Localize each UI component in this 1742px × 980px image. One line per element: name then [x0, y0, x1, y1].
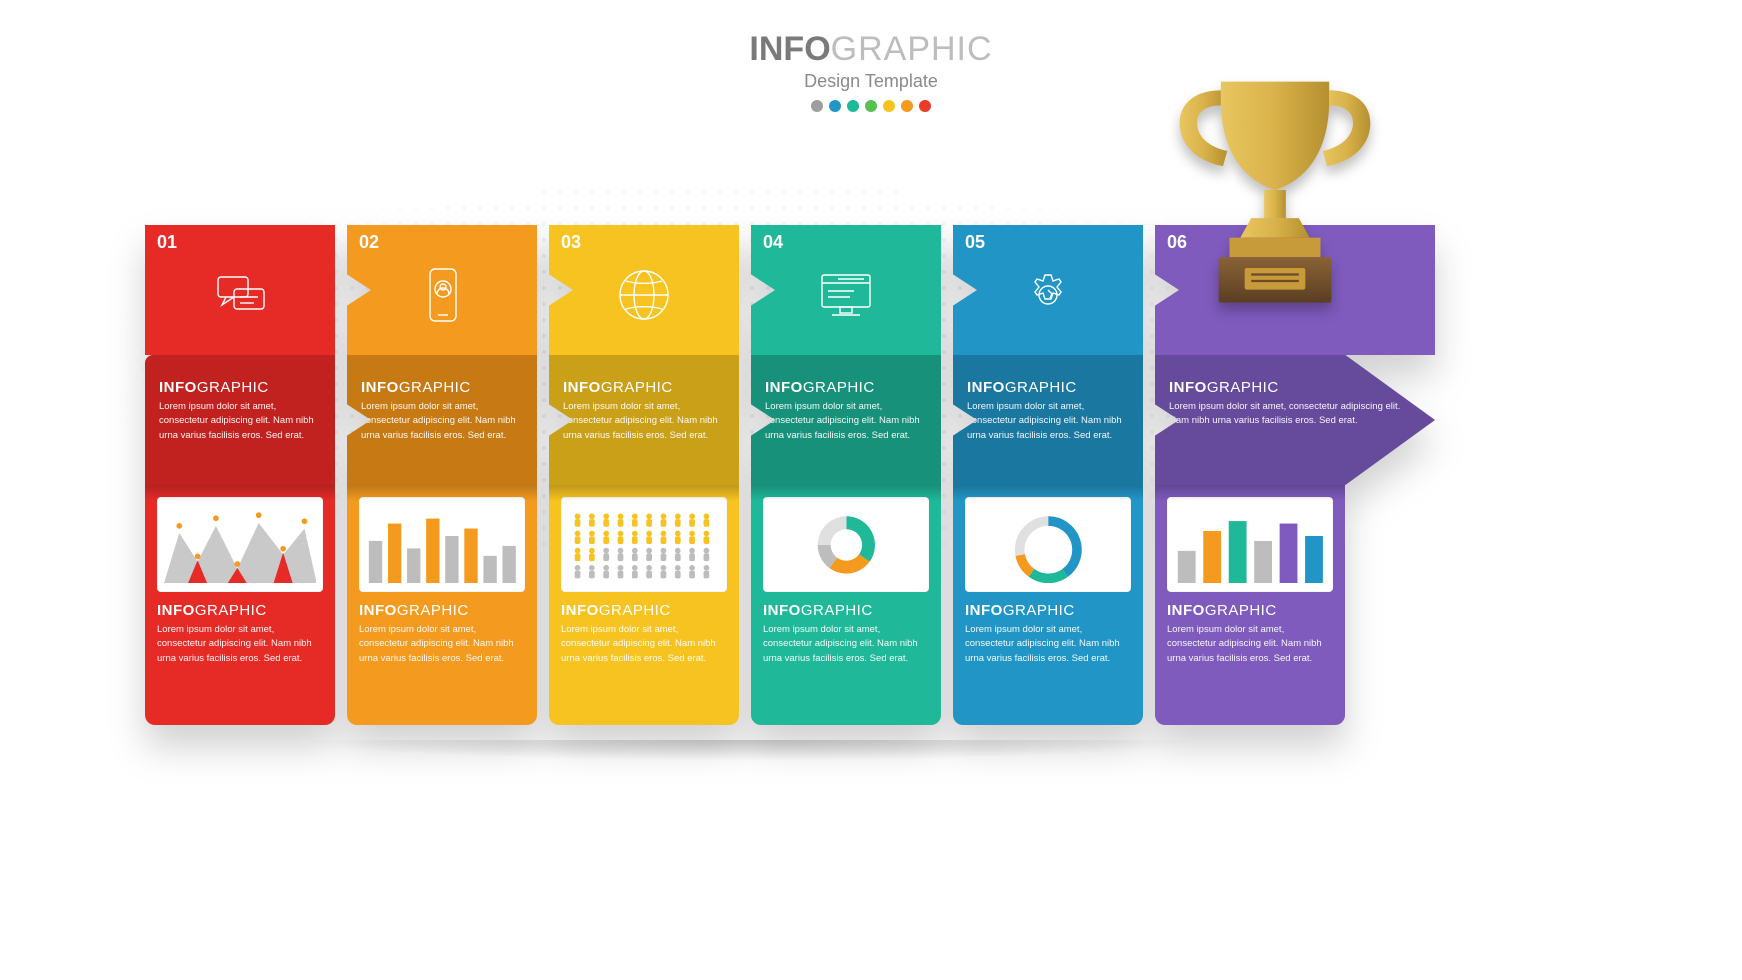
step-heading-2: INFOGRAPHIC: [965, 602, 1131, 619]
step-midband: INFOGRAPHIC Lorem ipsum dolor sit amet, …: [751, 355, 941, 485]
floor-shadow: [110, 740, 1390, 790]
step-body: Lorem ipsum dolor sit amet, consectetur …: [967, 400, 1129, 443]
step-lowband: INFOGRAPHIC Lorem ipsum dolor sit amet, …: [347, 485, 537, 725]
phone-user-icon: [347, 263, 537, 332]
step-lowband: INFOGRAPHIC Lorem ipsum dolor sit amet, …: [145, 485, 335, 725]
page-title: INFOGRAPHIC: [0, 30, 1742, 69]
step-lowband: INFOGRAPHIC Lorem ipsum dolor sit amet, …: [549, 485, 739, 725]
step-heading: INFOGRAPHIC: [563, 379, 725, 396]
step-body: Lorem ipsum dolor sit amet, consectetur …: [765, 400, 927, 443]
globe-icon: [549, 263, 739, 332]
trophy-icon: [1160, 60, 1390, 320]
infographic-stage: 01 INFOGRAPHIC Lorem ipsum dolor sit ame…: [145, 225, 1625, 750]
step-number: 05: [965, 233, 985, 251]
step-03: 03 INFOGRAPHIC Lorem ipsum dolor sit ame…: [549, 225, 739, 725]
step-heading: INFOGRAPHIC: [1169, 379, 1421, 396]
chat-icon: [145, 263, 335, 332]
gear-icon: [953, 263, 1143, 332]
step-midband: INFOGRAPHIC Lorem ipsum dolor sit amet, …: [1155, 355, 1435, 485]
step-05: 05 INFOGRAPHIC Lorem ipsum dolor sit ame…: [953, 225, 1143, 725]
step-number: 01: [157, 233, 177, 251]
mini-chart-bars-color: [1167, 497, 1333, 592]
header-dot: [883, 100, 895, 112]
header-dot: [919, 100, 931, 112]
step-midband: INFOGRAPHIC Lorem ipsum dolor sit amet, …: [347, 355, 537, 485]
fold-shadow: [953, 485, 1143, 501]
step-number: 02: [359, 233, 379, 251]
step-lowband: INFOGRAPHIC Lorem ipsum dolor sit amet, …: [953, 485, 1143, 725]
page-subtitle: Design Template: [0, 71, 1742, 92]
header-dot: [865, 100, 877, 112]
step-01: 01 INFOGRAPHIC Lorem ipsum dolor sit ame…: [145, 225, 335, 725]
step-heading-2: INFOGRAPHIC: [1167, 602, 1333, 619]
step-heading: INFOGRAPHIC: [159, 379, 321, 396]
step-heading-2: INFOGRAPHIC: [359, 602, 525, 619]
step-midband: INFOGRAPHIC Lorem ipsum dolor sit amet, …: [549, 355, 739, 485]
fold-shadow: [1155, 485, 1345, 501]
step-04: 04 INFOGRAPHIC Lorem ipsum dolor sit ame…: [751, 225, 941, 725]
mini-chart-bars: [359, 497, 525, 592]
step-body: Lorem ipsum dolor sit amet, consectetur …: [159, 400, 321, 443]
header-dot: [811, 100, 823, 112]
step-body-2: Lorem ipsum dolor sit amet, consectetur …: [965, 623, 1131, 666]
mini-chart-people: [561, 497, 727, 592]
step-body-2: Lorem ipsum dolor sit amet, consectetur …: [1167, 623, 1333, 666]
step-midband: INFOGRAPHIC Lorem ipsum dolor sit amet, …: [145, 355, 335, 485]
step-heading: INFOGRAPHIC: [967, 379, 1129, 396]
mini-chart-donut-multi: [763, 497, 929, 592]
step-number: 04: [763, 233, 783, 251]
header-dot: [847, 100, 859, 112]
fold-shadow: [145, 485, 335, 501]
step-body-2: Lorem ipsum dolor sit amet, consectetur …: [359, 623, 525, 666]
step-lowband: INFOGRAPHIC Lorem ipsum dolor sit amet, …: [1155, 485, 1345, 725]
step-lowband: INFOGRAPHIC Lorem ipsum dolor sit amet, …: [751, 485, 941, 725]
mini-chart-gauge: [965, 497, 1131, 592]
step-number: 03: [561, 233, 581, 251]
step-midband: INFOGRAPHIC Lorem ipsum dolor sit amet, …: [953, 355, 1143, 485]
step-body: Lorem ipsum dolor sit amet, consectetur …: [563, 400, 725, 443]
step-body: Lorem ipsum dolor sit amet, consectetur …: [1169, 400, 1421, 429]
step-body-2: Lorem ipsum dolor sit amet, consectetur …: [763, 623, 929, 666]
mini-chart-mountain: [157, 497, 323, 592]
fold-shadow: [347, 485, 537, 501]
step-heading-2: INFOGRAPHIC: [763, 602, 929, 619]
step-02: 02 INFOGRAPHIC Lorem ipsum dolor sit ame…: [347, 225, 537, 725]
step-heading-2: INFOGRAPHIC: [561, 602, 727, 619]
header-dot: [901, 100, 913, 112]
step-heading-2: INFOGRAPHIC: [157, 602, 323, 619]
step-heading: INFOGRAPHIC: [765, 379, 927, 396]
step-heading: INFOGRAPHIC: [361, 379, 523, 396]
page-header: INFOGRAPHIC Design Template: [0, 30, 1742, 112]
step-body-2: Lorem ipsum dolor sit amet, consectetur …: [157, 623, 323, 666]
header-dots: [0, 100, 1742, 112]
step-body-2: Lorem ipsum dolor sit amet, consectetur …: [561, 623, 727, 666]
fold-shadow: [751, 485, 941, 501]
step-body: Lorem ipsum dolor sit amet, consectetur …: [361, 400, 523, 443]
fold-shadow: [549, 485, 739, 501]
header-dot: [829, 100, 841, 112]
monitor-icon: [751, 263, 941, 332]
